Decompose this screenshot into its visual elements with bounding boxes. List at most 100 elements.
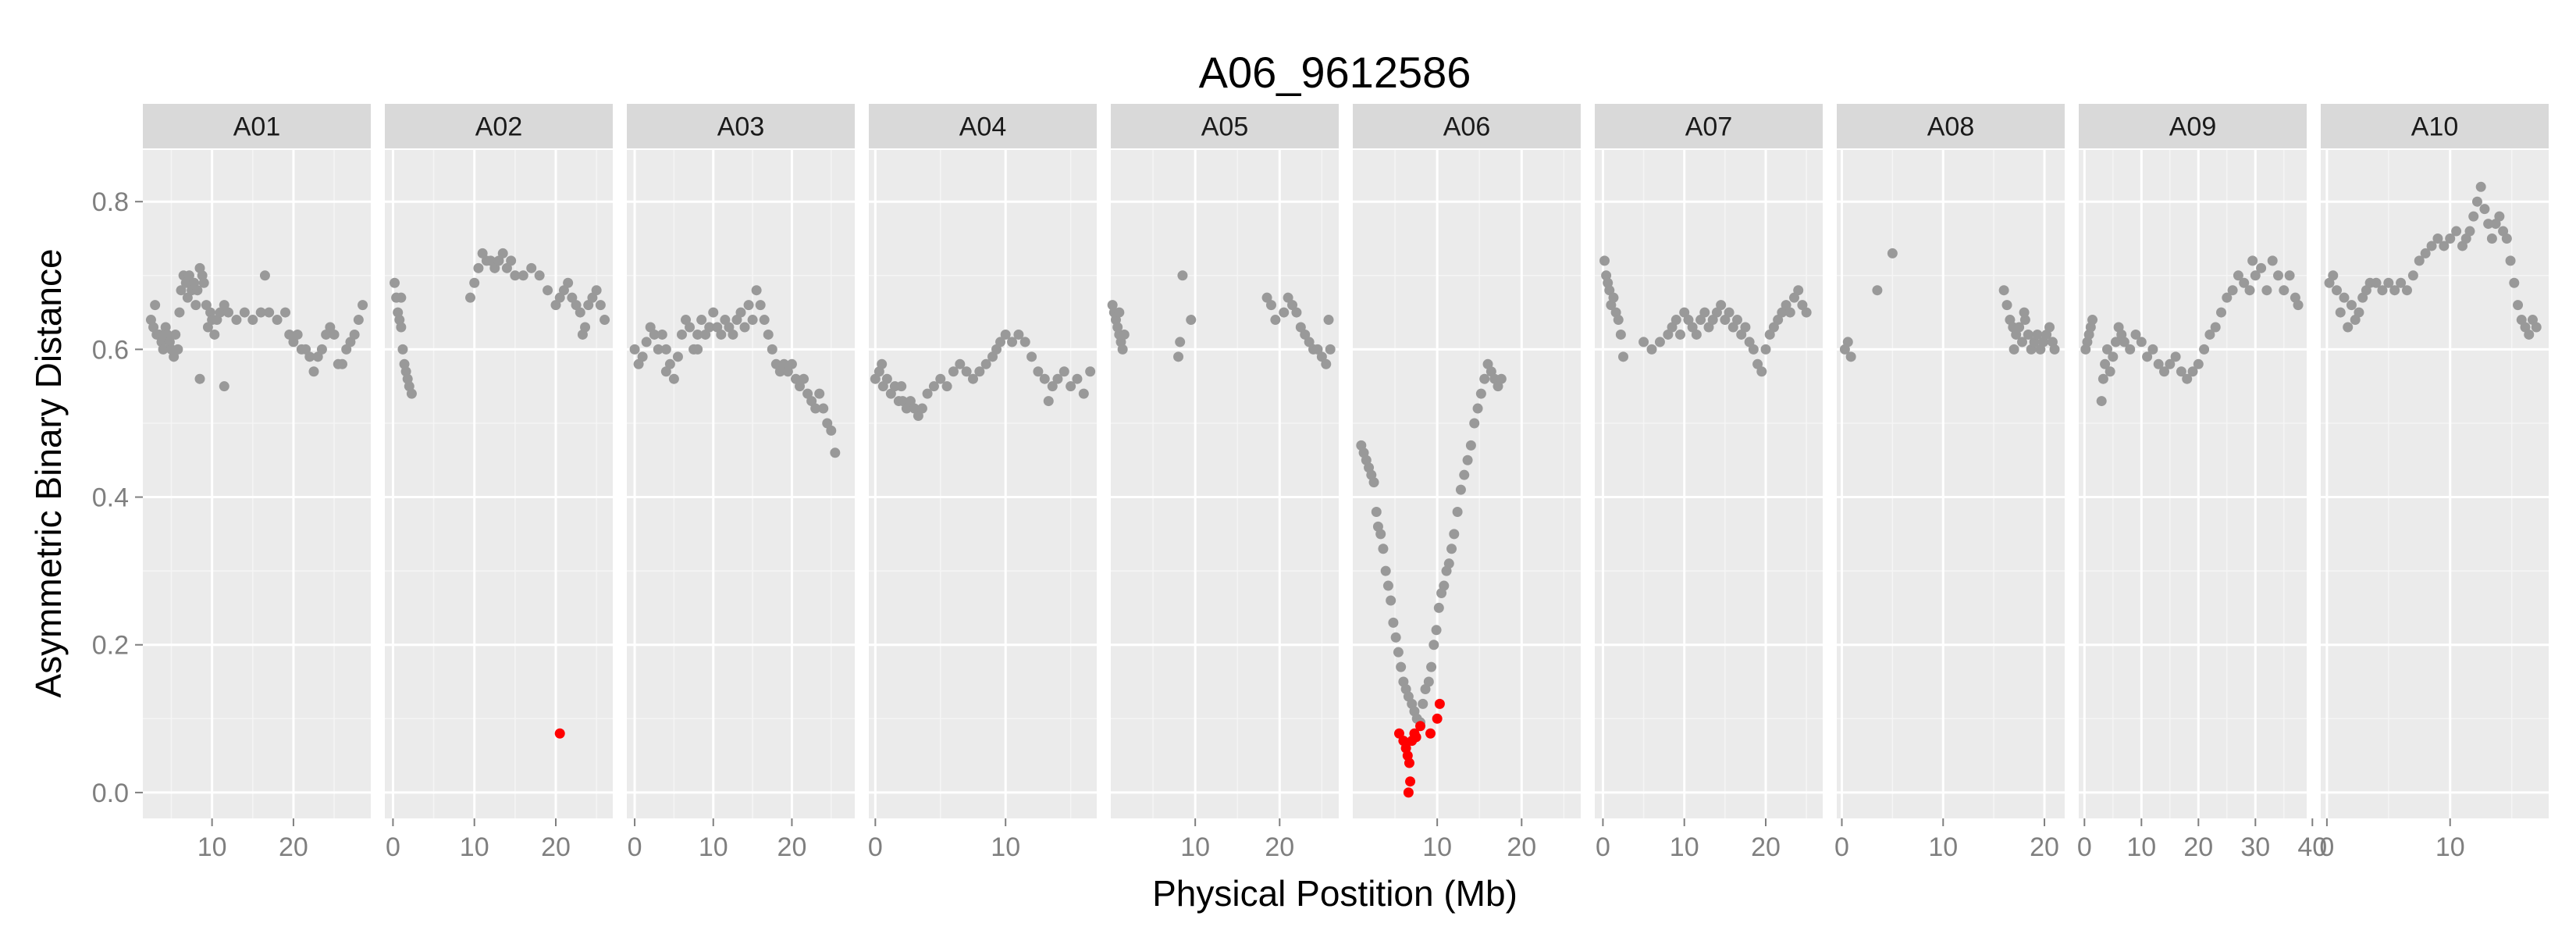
data-point — [1270, 315, 1281, 326]
data-point — [510, 270, 521, 281]
data-point — [1452, 506, 1463, 517]
data-point — [1380, 565, 1391, 576]
data-point — [2239, 277, 2250, 288]
data-point — [170, 329, 181, 340]
data-point — [896, 381, 907, 392]
data-point — [1756, 366, 1767, 377]
data-point — [2389, 285, 2400, 296]
facet-strip — [627, 104, 855, 148]
data-point — [2023, 329, 2033, 340]
data-point — [353, 315, 364, 326]
data-point — [2505, 255, 2516, 266]
data-point — [743, 300, 754, 311]
data-point — [656, 329, 667, 340]
data-point — [1691, 329, 1702, 340]
facet-panel-a02: A02 0 10 20 — [385, 104, 613, 862]
data-point — [1449, 529, 1460, 540]
data-point — [1670, 315, 1681, 326]
data-point — [587, 292, 598, 303]
facet-strip — [385, 104, 613, 148]
data-point — [2354, 307, 2364, 318]
data-point — [316, 344, 327, 355]
data-point — [1261, 292, 1272, 303]
data-point — [1085, 366, 1096, 377]
data-point — [1469, 418, 1480, 429]
data-point — [974, 366, 985, 377]
data-point — [2513, 300, 2524, 311]
x-tick-label: 10 — [2126, 832, 2156, 862]
data-point — [2407, 270, 2418, 281]
data-point — [1727, 322, 1738, 333]
data-point — [1740, 322, 1751, 333]
data-point — [1371, 506, 1382, 517]
data-point — [158, 344, 169, 355]
data-point — [1604, 285, 1615, 296]
data-point — [1687, 322, 1698, 333]
data-point — [2170, 351, 2181, 362]
data-point — [2486, 233, 2497, 244]
data-point — [2383, 277, 2394, 288]
data-point — [2371, 277, 2382, 288]
data-point — [1784, 307, 1795, 318]
data-point — [692, 344, 703, 355]
data-point — [176, 285, 187, 296]
data-point — [1479, 373, 1490, 384]
data-point — [1368, 477, 1379, 488]
data-point — [1393, 647, 1404, 658]
data-point — [477, 248, 488, 258]
data-point — [1459, 469, 1470, 480]
data-point — [219, 300, 229, 311]
facet-strip — [1353, 104, 1581, 148]
data-point — [1279, 307, 1290, 318]
data-point — [1764, 329, 1775, 340]
data-point — [2464, 226, 2475, 237]
data-point — [2293, 300, 2304, 311]
data-point — [2494, 211, 2505, 222]
data-point — [209, 329, 220, 340]
data-point — [2451, 226, 2462, 237]
data-point — [2019, 315, 2030, 326]
data-point — [1842, 337, 1853, 348]
data-point — [2142, 351, 2153, 362]
data-point — [2105, 366, 2115, 377]
data-point — [255, 307, 266, 318]
chart-title: A06_9612586 — [1199, 48, 1471, 97]
data-point — [739, 322, 750, 333]
data-point — [1760, 344, 1771, 355]
data-point — [2159, 366, 2169, 377]
x-tick-label: 20 — [279, 832, 308, 862]
data-point — [1052, 373, 1063, 384]
data-point — [1675, 329, 1685, 340]
data-point — [321, 329, 332, 340]
data-point — [2222, 292, 2233, 303]
facet-panel-a03: A03 0 10 20 — [627, 104, 855, 862]
data-point — [396, 322, 407, 333]
data-point — [2087, 315, 2098, 326]
data-point — [550, 300, 561, 311]
data-point — [2445, 233, 2456, 244]
data-point — [2100, 358, 2111, 369]
data-point — [1475, 388, 1486, 399]
data-point — [1283, 292, 1293, 303]
data-point — [1039, 373, 1050, 384]
data-point — [980, 358, 991, 369]
x-tick-label: 10 — [197, 832, 227, 862]
data-point — [1026, 351, 1037, 362]
y-tick-label: 0.4 — [92, 483, 129, 513]
data-point — [1845, 351, 1856, 362]
data-point — [192, 285, 203, 296]
data-point — [1711, 307, 1722, 318]
data-point — [497, 248, 508, 258]
y-axis: 0.0 0.2 0.4 0.6 0.8 — [92, 187, 143, 808]
data-point — [2509, 277, 2520, 288]
data-point — [1707, 315, 1718, 326]
data-point — [1186, 315, 1197, 326]
x-tick-label: 10 — [1670, 832, 1699, 862]
facet-strip-label: A10 — [2411, 112, 2459, 142]
data-point — [1078, 388, 1089, 399]
x-tick-label: 0 — [868, 832, 883, 862]
data-point — [1423, 676, 1434, 687]
data-point — [810, 403, 821, 414]
data-point — [2153, 358, 2164, 369]
